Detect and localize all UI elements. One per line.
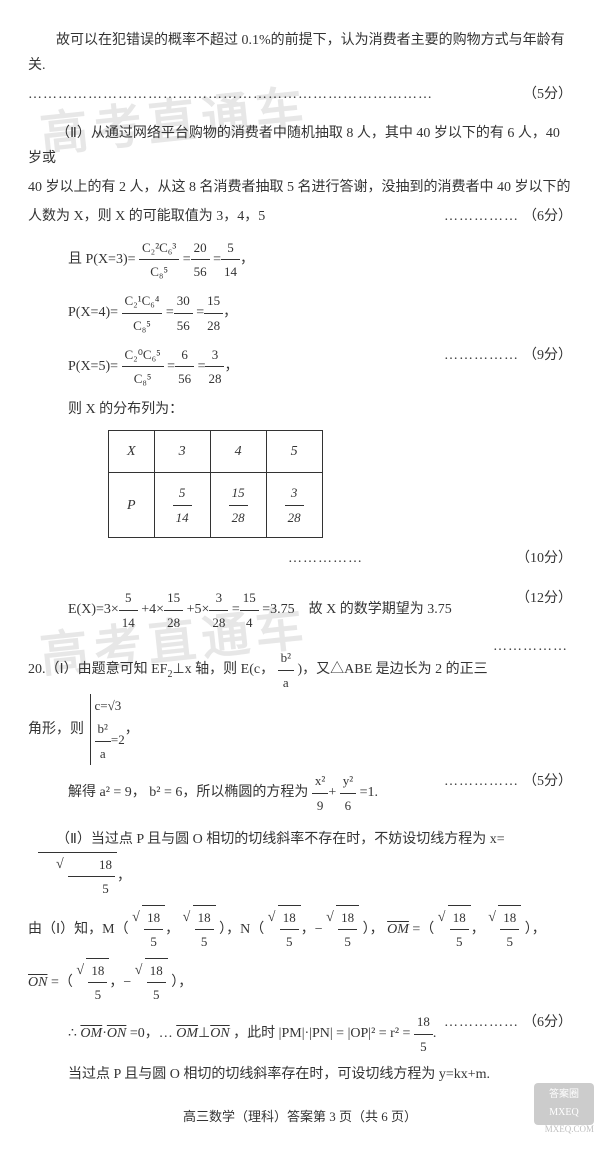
distribution-table: X 3 4 5 P 514 1528 328 [108,430,323,538]
leader-dots: …………… [288,546,363,571]
text-line: （Ⅱ）从通过网络平台购物的消费者中随机抽取 8 人，其中 40 岁以下的有 6 … [28,121,572,171]
p2-mn: 由（Ⅰ）知，M（ 185， 185 ），N（ 185，− 185 ）， OM =… [28,905,572,954]
cell: P [109,473,155,538]
q20-line: 20.（Ⅰ）由题意可知 EF2⊥x 轴，则 E(c， b²a )，又△ABE 是… [28,646,572,765]
cell: 328 [266,473,322,538]
prob-eq: P(X=4)= C₂¹C₆⁴C₈⁵ =3056 =1528， [68,289,572,337]
score: （10分） [516,546,572,571]
frac: 328 [205,343,224,391]
frac: C₂⁰C₆⁵C₈⁵ [122,343,164,391]
p2-line: （Ⅱ）当过点 P 且与圆 O 相切的切线斜率不存在时，不妨设切线方程为 x= 1… [28,827,572,901]
score-line: …………… （10分） [28,546,572,580]
q20-solve: 解得 a² = 9， b² = 6，所以椭圆的方程为 x²9+ y²6 =1. … [68,769,572,817]
cell: X [109,431,155,473]
leader-dots: ……………………………………………………………………… [28,82,433,107]
leader-dots: …………… [444,204,519,229]
lhs: 且 P(X=3)= [68,252,136,267]
page-footer: 高三数学（理科）答案第 3 页（共 6 页） [28,1105,572,1128]
leader-dots: …………… [444,343,519,368]
text-line: 人数为 X，则 X 的可能取值为 3，4，5 （6分） …………… [28,204,572,229]
score: （5分） [523,769,572,794]
expectation-eq: E(X)=3×514 +4×1528 +5×328 =154 =3.75 故 X… [68,586,572,634]
p2-on: ON =（ 185，− 185 ）， [28,958,572,1007]
score: （9分） [523,343,572,368]
cell: 5 [266,431,322,473]
cell: 1528 [210,473,266,538]
text-line: 40 岁以上的有 2 人，从这 8 名消费者抽取 5 名进行答谢，没抽到的消费者… [28,175,572,200]
lhs: P(X=5)= [68,359,118,374]
cell: 4 [210,431,266,473]
score: （6分） [523,1010,572,1035]
frac: 514 [221,236,240,284]
frac: C₂²C₆³C₈⁵ [139,236,179,284]
dist-caption: 则 X 的分布列为： [68,397,572,422]
frac: 2056 [191,236,210,284]
ex-text: =3.75 故 X 的数学期望为 3.75 [262,602,452,617]
frac: 3056 [174,289,193,337]
frac: C₂¹C₆⁴C₈⁵ [122,289,163,337]
score: （5分） [523,82,572,107]
page-content: 故可以在犯错误的概率不超过 0.1%的前提下，认为消费者主要的购物方式与年龄有关… [28,28,572,1129]
text-line: 故可以在犯错误的概率不超过 0.1%的前提下，认为消费者主要的购物方式与年龄有关… [28,28,572,78]
vector-on: ON [28,975,47,990]
p2e: 当过点 P 且与圆 O 相切的切线斜率存在时，可设切线方程为 y=kx+m. [68,1062,572,1087]
frac: 1528 [204,289,223,337]
var-text: 人数为 X，则 X 的可能取值为 3，4，5 [28,209,265,224]
vector-om: OM [387,922,409,937]
score-line: ……………………………………………………………………… （5分） [28,82,572,116]
leader-dots: …………… [444,769,519,794]
table-row: X 3 4 5 [109,431,323,473]
brace-conditions: c=√3 b²a=2 [90,694,125,765]
lhs: P(X=4)= [68,305,118,320]
table-row: P 514 1528 328 [109,473,323,538]
conclusion: ∴ OM·ON =0，… OM⊥ON ，此时 |PM|·|PN| = |OP|²… [68,1010,572,1058]
leader-dots: …………… [444,1010,519,1035]
frac: 656 [175,343,194,391]
cell: 514 [154,473,210,538]
score: （12分） [516,586,572,611]
cell: 3 [154,431,210,473]
prob-eq: 且 P(X=3)= C₂²C₆³C₈⁵ =2056 =514， [68,236,572,284]
score: （6分） [523,204,572,229]
prob-eq: P(X=5)= C₂⁰C₆⁵C₈⁵ =656 =328， （9分） …………… [68,343,572,391]
